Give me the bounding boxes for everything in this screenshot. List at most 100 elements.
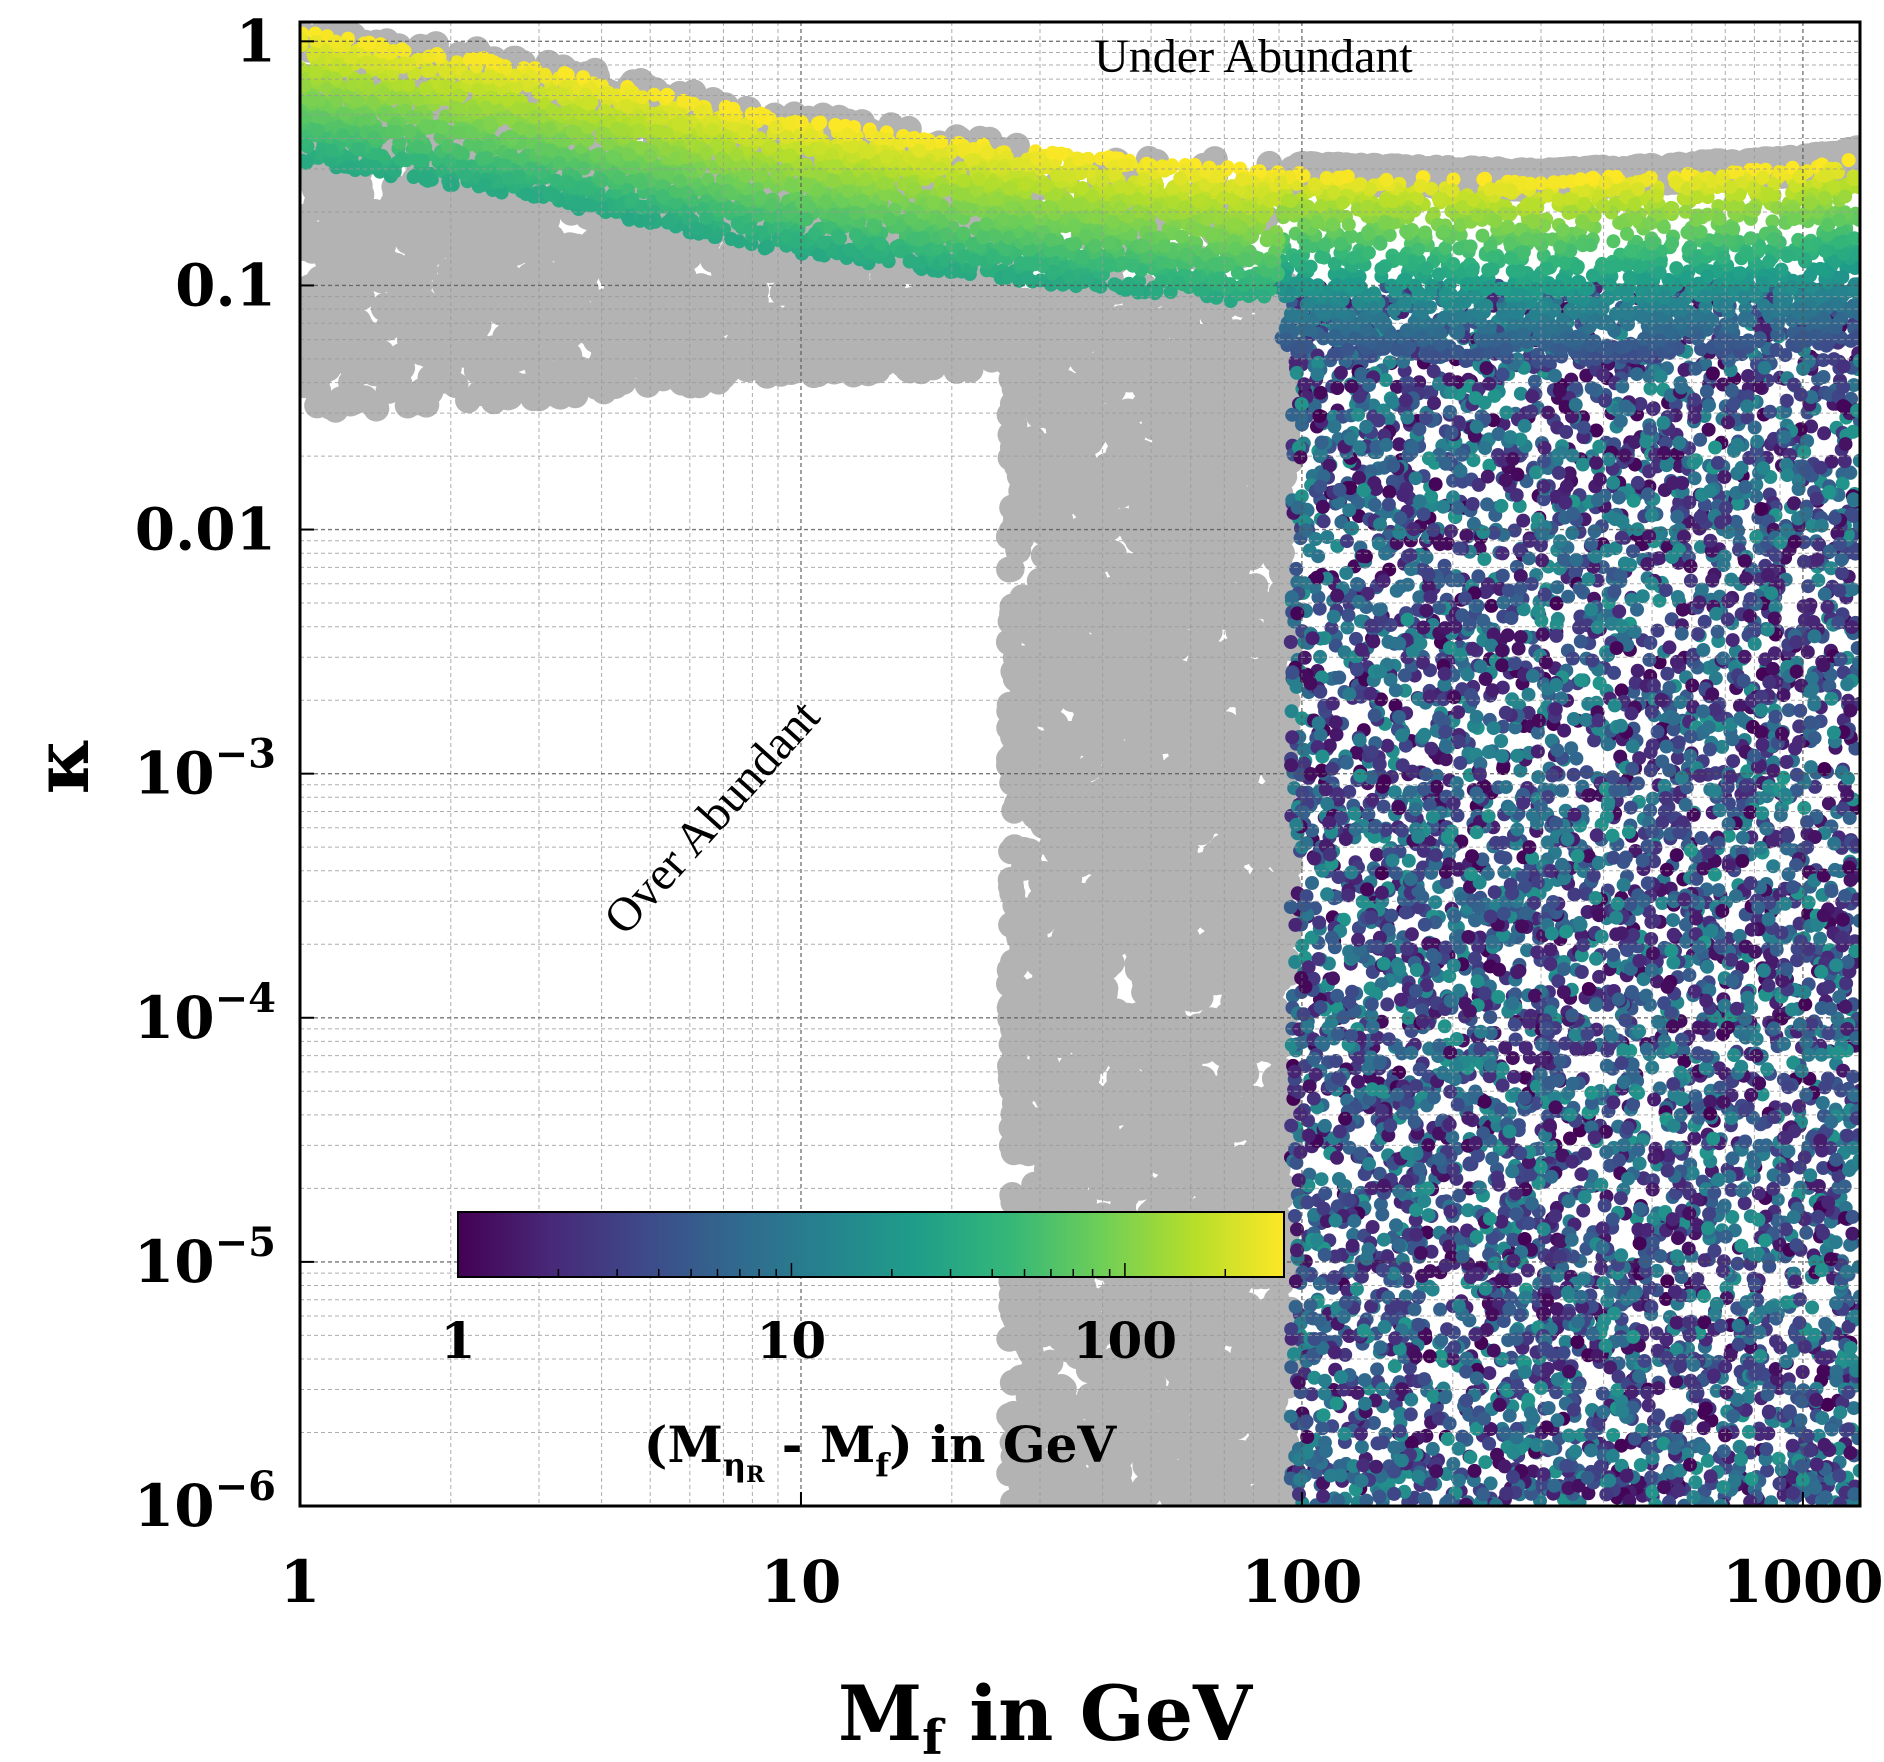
excluded-point (596, 318, 622, 345)
excluded-point (1163, 906, 1190, 933)
excluded-point (633, 266, 660, 293)
excluded-point (1232, 669, 1259, 696)
excluded-point (1197, 808, 1224, 835)
excluded-point (1251, 493, 1278, 520)
excluded-point (307, 324, 334, 351)
excluded-point (1003, 973, 1030, 1000)
excluded-point (523, 299, 550, 325)
excluded-point (1012, 717, 1039, 744)
excluded-point (1127, 810, 1154, 837)
excluded-point (996, 401, 1023, 428)
excluded-point (720, 253, 747, 280)
excluded-point (1225, 742, 1252, 769)
excluded-point (1111, 884, 1138, 911)
excluded-point (1137, 745, 1164, 772)
excluded-point (1048, 577, 1075, 604)
excluded-point (643, 332, 670, 359)
excluded-point (790, 330, 817, 357)
excluded-point (542, 266, 569, 293)
excluded-point (410, 288, 437, 314)
excluded-point (538, 224, 565, 251)
excluded-point (1173, 473, 1200, 500)
excluded-point (1264, 955, 1291, 982)
excluded-point (1130, 439, 1156, 466)
excluded-point (1075, 755, 1102, 782)
excluded-point (1176, 329, 1203, 356)
excluded-point (1073, 730, 1100, 757)
excluded-point (1089, 375, 1115, 402)
excluded-point (1125, 956, 1151, 983)
excluded-point (317, 393, 344, 420)
excluded-point (1021, 688, 1047, 715)
excluded-point (1197, 594, 1224, 621)
excluded-point (1074, 1063, 1101, 1090)
excluded-point (1258, 1487, 1285, 1506)
excluded-point (1148, 670, 1175, 697)
excluded-point (864, 357, 891, 384)
excluded-point (591, 288, 617, 315)
excluded-point (1019, 1021, 1046, 1048)
excluded-point (1153, 1018, 1180, 1045)
excluded-point (838, 350, 865, 377)
excluded-point (1109, 575, 1136, 602)
excluded-point (1194, 1160, 1221, 1187)
excluded-point (1265, 377, 1292, 404)
excluded-point (1073, 645, 1100, 672)
excluded-point (1010, 915, 1037, 942)
excluded-point (1071, 1162, 1098, 1189)
excluded-point (1061, 445, 1088, 472)
excluded-point (1054, 621, 1081, 648)
excluded-point (351, 385, 378, 412)
excluded-point (1100, 743, 1127, 770)
excluded-point (1223, 1488, 1250, 1506)
excluded-point (1088, 603, 1115, 630)
excluded-point (1182, 402, 1209, 429)
excluded-point (634, 371, 661, 398)
excluded-point (660, 262, 687, 289)
excluded-point (891, 302, 917, 329)
excluded-point (1239, 1156, 1265, 1183)
excluded-point (368, 339, 395, 366)
excluded-point (395, 228, 421, 255)
excluded-point (1224, 338, 1250, 365)
excluded-point (1254, 711, 1281, 738)
excluded-point (476, 273, 503, 300)
excluded-point (1146, 1124, 1173, 1151)
excluded-point (683, 368, 710, 395)
excluded-point (1166, 553, 1193, 580)
excluded-point (946, 352, 973, 378)
excluded-point (601, 341, 627, 368)
points-layer (300, 22, 1860, 1506)
excluded-point (365, 259, 392, 286)
excluded-point (1052, 387, 1079, 414)
excluded-point (424, 328, 451, 355)
excluded-point (1119, 327, 1146, 354)
excluded-point (896, 357, 923, 384)
excluded-point (1226, 591, 1253, 617)
excluded-point (830, 308, 857, 335)
excluded-point (924, 316, 951, 343)
excluded-point (996, 556, 1023, 583)
excluded-point (1106, 1066, 1133, 1093)
excluded-point (999, 1000, 1026, 1027)
excluded-point (438, 192, 465, 219)
excluded-point (1200, 698, 1227, 725)
excluded-point (1135, 645, 1162, 672)
excluded-point (1228, 408, 1255, 435)
excluded-point (1208, 1130, 1235, 1157)
excluded-point (1147, 1149, 1174, 1175)
excluded-point (1132, 999, 1159, 1026)
excluded-point (534, 374, 561, 401)
excluded-point (346, 172, 373, 199)
excluded-point (1189, 764, 1216, 791)
excluded-point (1155, 367, 1182, 394)
excluded-point (1093, 713, 1120, 740)
excluded-point (1077, 924, 1104, 951)
excluded-point (1181, 1099, 1208, 1126)
excluded-point (1112, 616, 1138, 643)
excluded-point (1229, 455, 1256, 482)
excluded-point (1016, 838, 1043, 865)
excluded-point (1251, 802, 1278, 829)
excluded-point (1028, 767, 1055, 794)
excluded-point (467, 380, 494, 407)
